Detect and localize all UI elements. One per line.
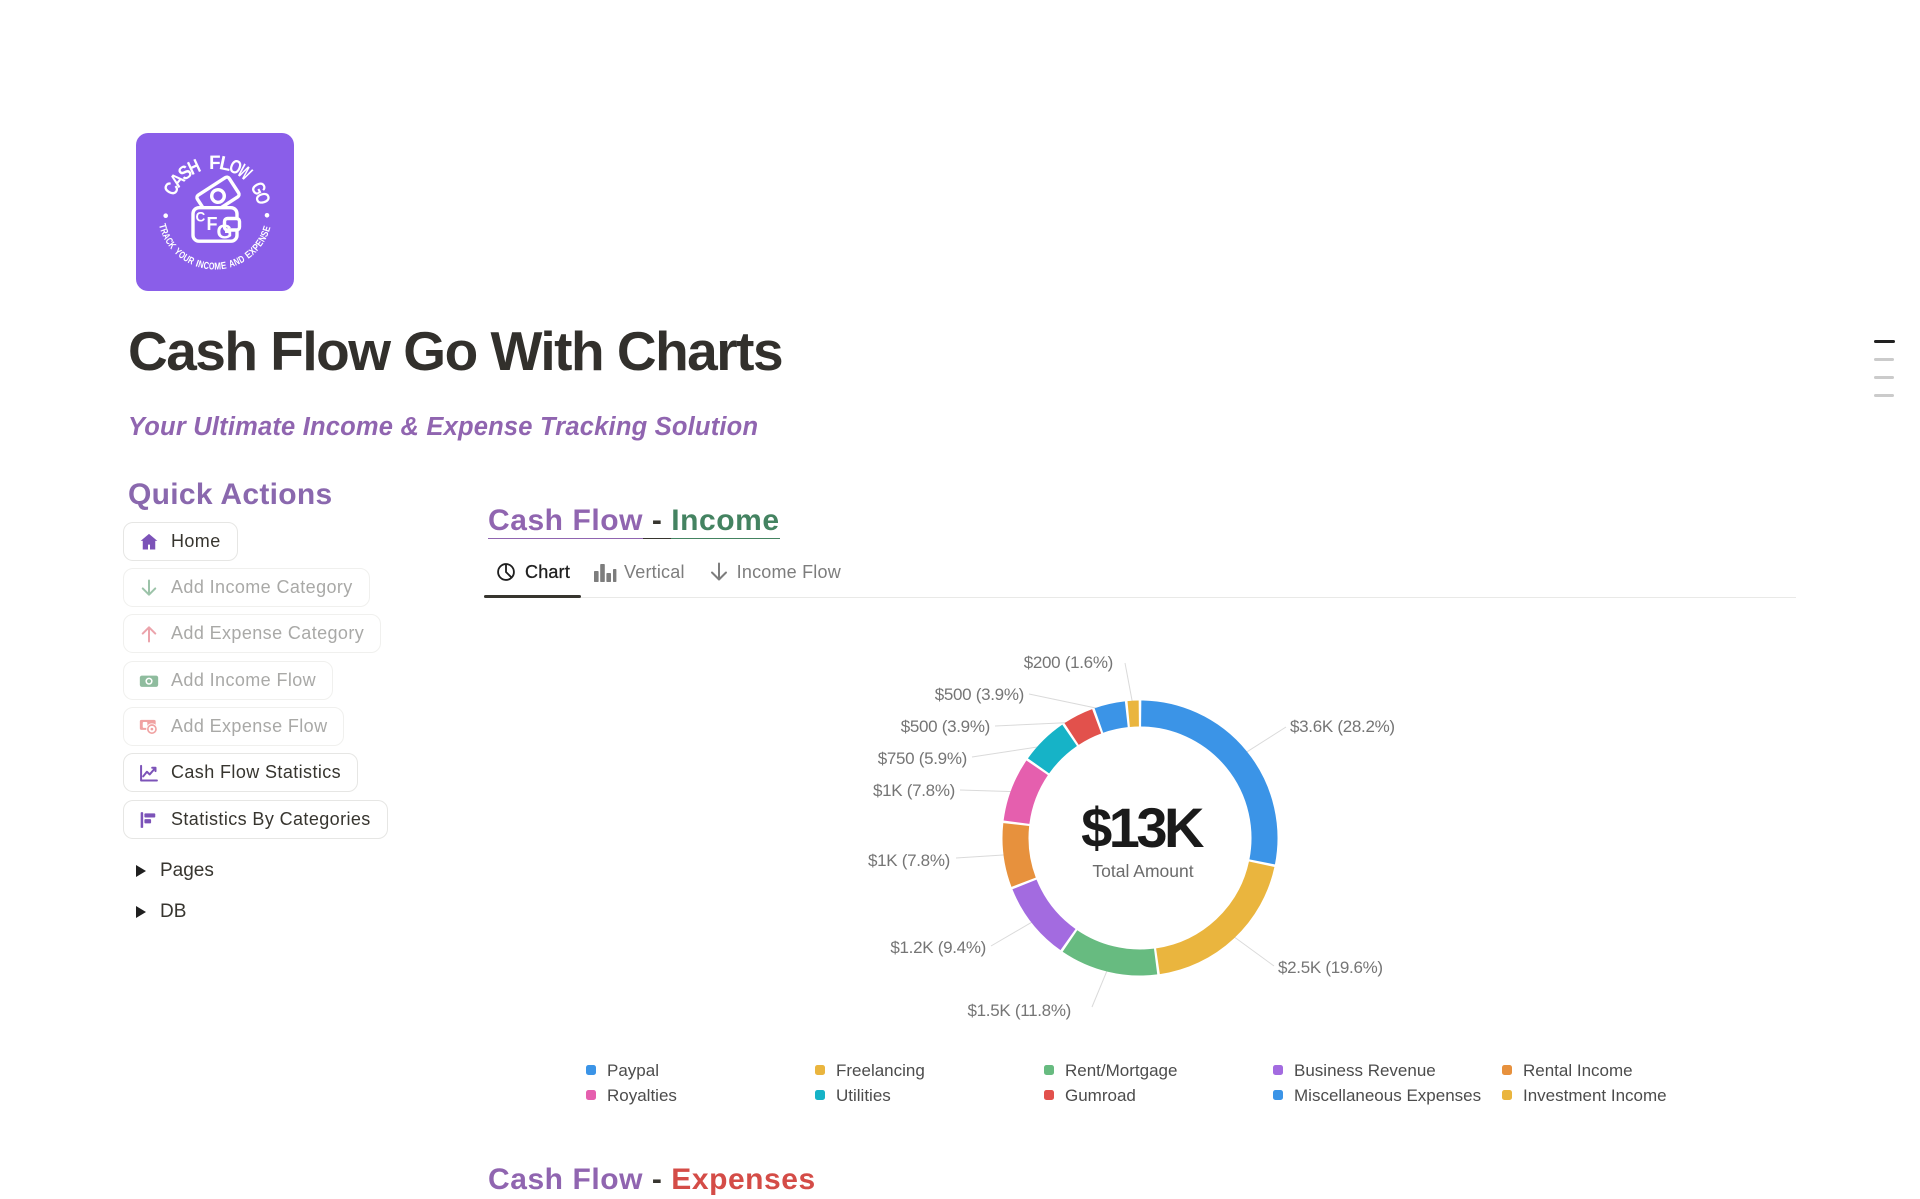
svg-text:R: R: [186, 255, 196, 268]
svg-text:C: C: [203, 260, 210, 272]
svg-text:$1.5K (11.8%): $1.5K (11.8%): [967, 1001, 1071, 1020]
svg-text:Total Amount: Total Amount: [1092, 861, 1193, 881]
svg-text:A: A: [160, 232, 172, 242]
svg-text:A: A: [228, 258, 237, 270]
svg-text:D: D: [237, 254, 247, 266]
svg-text:T: T: [156, 223, 168, 231]
svg-text:S: S: [259, 229, 271, 239]
svg-text:G: G: [217, 221, 233, 244]
svg-text:$500 (3.9%): $500 (3.9%): [901, 717, 990, 736]
svg-text:K: K: [166, 240, 178, 251]
svg-text:N: N: [197, 259, 205, 271]
svg-text:F: F: [209, 152, 221, 174]
svg-text:N: N: [232, 256, 241, 268]
svg-text:E: E: [261, 224, 273, 233]
svg-text:$1K (7.8%): $1K (7.8%): [873, 781, 955, 800]
svg-text:$2.5K (19.6%): $2.5K (19.6%): [1278, 958, 1383, 977]
svg-text:C: C: [162, 236, 174, 246]
svg-text:$750 (5.9%): $750 (5.9%): [878, 749, 967, 768]
svg-text:M: M: [214, 261, 221, 272]
svg-text:O: O: [176, 250, 187, 262]
svg-text:$200 (1.6%): $200 (1.6%): [1024, 653, 1113, 672]
svg-text:$500 (3.9%): $500 (3.9%): [935, 685, 1024, 704]
svg-text:F: F: [207, 214, 218, 234]
svg-text:$1K (7.8%): $1K (7.8%): [868, 851, 950, 870]
svg-text:P: P: [251, 242, 263, 253]
svg-text:I: I: [194, 258, 200, 269]
svg-text:U: U: [181, 253, 191, 265]
svg-text:E: E: [254, 238, 266, 249]
svg-text:E: E: [243, 249, 254, 261]
svg-text:X: X: [247, 246, 259, 258]
svg-text:$3.6K (28.2%): $3.6K (28.2%): [1290, 717, 1395, 736]
svg-text:$1.2K (9.4%): $1.2K (9.4%): [890, 938, 986, 957]
svg-text:Y: Y: [172, 246, 184, 258]
svg-text:R: R: [158, 227, 170, 237]
svg-text:L: L: [217, 152, 233, 176]
svg-text:E: E: [220, 260, 227, 272]
svg-text:$13K: $13K: [1081, 796, 1204, 859]
svg-text:O: O: [209, 261, 215, 272]
svg-text:N: N: [257, 234, 269, 244]
svg-text:C: C: [196, 210, 206, 225]
